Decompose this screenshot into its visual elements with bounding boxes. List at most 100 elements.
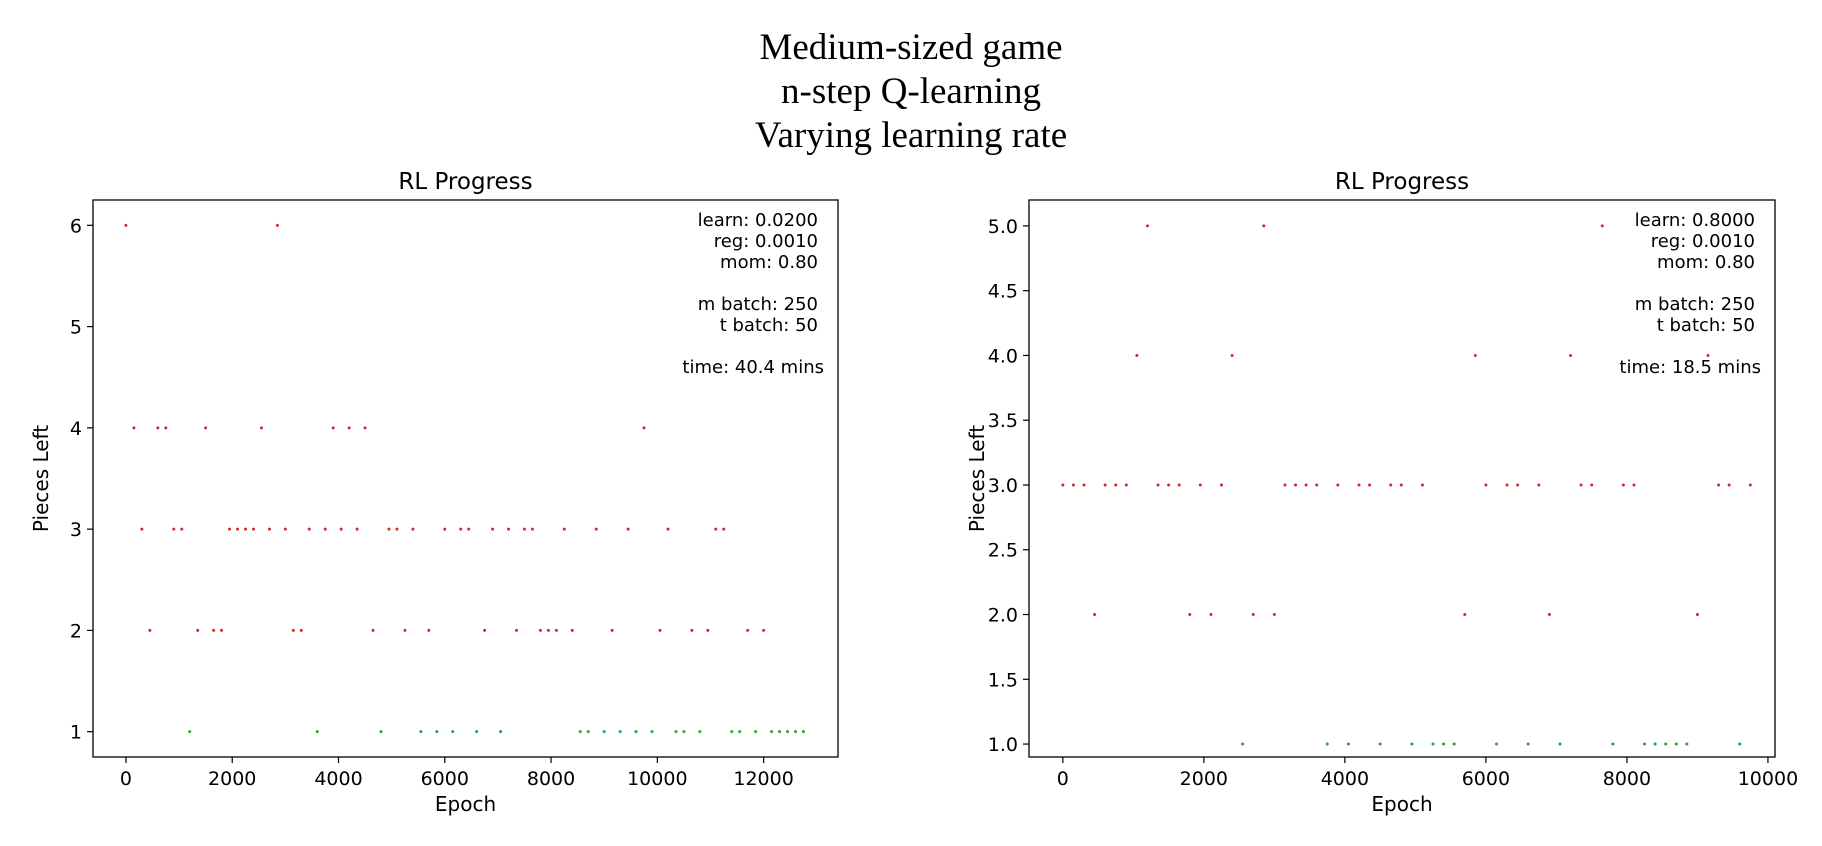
info-text-line: time: 40.4 mins [682, 357, 824, 378]
data-point [1717, 483, 1721, 487]
data-point [698, 730, 702, 734]
y-tick-label: 4.0 [988, 345, 1018, 367]
data-point [355, 527, 359, 531]
y-tick-label: 3.5 [988, 410, 1018, 432]
data-point [618, 730, 622, 734]
data-point [507, 527, 511, 531]
y-axis-label: Pieces Left [965, 425, 989, 532]
data-point [1738, 742, 1742, 746]
data-point [754, 730, 758, 734]
data-point [1156, 483, 1160, 487]
data-point [1558, 742, 1562, 746]
data-point [371, 628, 375, 632]
data-point [1251, 613, 1255, 617]
data-point [1325, 742, 1329, 746]
data-point [204, 426, 208, 430]
series-2 [188, 730, 805, 734]
data-point [666, 527, 670, 531]
x-tick-label: 6000 [421, 768, 469, 790]
data-point [1632, 483, 1636, 487]
data-point [483, 628, 487, 632]
y-tick-label: 1.5 [988, 669, 1018, 691]
data-point [1346, 742, 1350, 746]
data-point [1135, 353, 1139, 357]
data-point [1547, 613, 1551, 617]
data-point [1420, 483, 1424, 487]
x-tick-label: 0 [1057, 768, 1069, 790]
data-point [1611, 742, 1615, 746]
data-point [642, 426, 646, 430]
data-point [1272, 613, 1276, 617]
chart-title: RL Progress [1335, 169, 1469, 195]
data-point [1315, 483, 1319, 487]
data-point [586, 730, 590, 734]
data-point [1621, 483, 1625, 487]
data-point [1209, 613, 1213, 617]
data-point [1336, 483, 1340, 487]
info-text-line: reg: 0.0010 [714, 231, 818, 252]
data-point [786, 730, 790, 734]
data-point [387, 527, 391, 531]
data-point [1061, 483, 1065, 487]
data-point [451, 730, 455, 734]
data-point [435, 730, 439, 734]
x-axis-label: Epoch [435, 792, 496, 816]
data-point [626, 527, 630, 531]
data-point [220, 628, 224, 632]
info-text-line: learn: 0.8000 [1635, 210, 1755, 231]
y-tick-label: 5 [70, 317, 82, 339]
data-point [339, 527, 343, 531]
data-point [491, 527, 495, 531]
data-point [674, 730, 678, 734]
data-point [1177, 483, 1181, 487]
data-point [1590, 483, 1594, 487]
data-point [419, 730, 423, 734]
data-point [1198, 483, 1202, 487]
data-point [236, 527, 240, 531]
data-point [1431, 742, 1435, 746]
y-tick-label: 3 [70, 519, 82, 541]
data-point [570, 628, 574, 632]
data-point [1283, 483, 1287, 487]
y-tick-label: 4 [70, 418, 82, 440]
data-point [690, 628, 694, 632]
data-point [323, 527, 327, 531]
info-text-line: mom: 0.80 [720, 252, 818, 273]
data-point [746, 628, 750, 632]
suptitle-line-3: Varying learning rate [754, 115, 1068, 156]
data-point [180, 527, 184, 531]
data-point [682, 730, 686, 734]
data-point [1473, 353, 1477, 357]
data-point [1685, 742, 1689, 746]
data-point [1103, 483, 1107, 487]
x-tick-label: 12000 [733, 768, 793, 790]
x-tick-label: 6000 [1462, 768, 1510, 790]
data-point [706, 628, 710, 632]
y-axis-label: Pieces Left [29, 425, 53, 532]
data-point [164, 426, 168, 430]
data-point [738, 730, 742, 734]
data-point [730, 730, 734, 734]
y-tick-label: 4.5 [988, 281, 1018, 303]
x-tick-label: 4000 [314, 768, 362, 790]
info-text-line: learn: 0.0200 [698, 210, 818, 231]
y-tick-label: 1.0 [988, 734, 1018, 756]
info-text-line: t batch: 50 [1657, 315, 1755, 336]
data-point [467, 527, 471, 531]
data-point [1093, 613, 1097, 617]
data-point [1294, 483, 1298, 487]
data-point [172, 527, 176, 531]
data-point [251, 527, 255, 531]
data-point [546, 628, 550, 632]
x-tick-label: 10000 [1738, 768, 1798, 790]
chart-panel-2: RL Progress 0 2000 4000 6000 8000 10000 1.0 1.5 2… [965, 169, 1798, 816]
data-point [770, 730, 774, 734]
data-point [411, 527, 415, 531]
data-point [1167, 483, 1171, 487]
info-text-line: m batch: 250 [698, 294, 818, 315]
data-point [1569, 353, 1573, 357]
data-point [228, 527, 232, 531]
x-tick-label: 2000 [208, 768, 256, 790]
data-point [1674, 742, 1678, 746]
